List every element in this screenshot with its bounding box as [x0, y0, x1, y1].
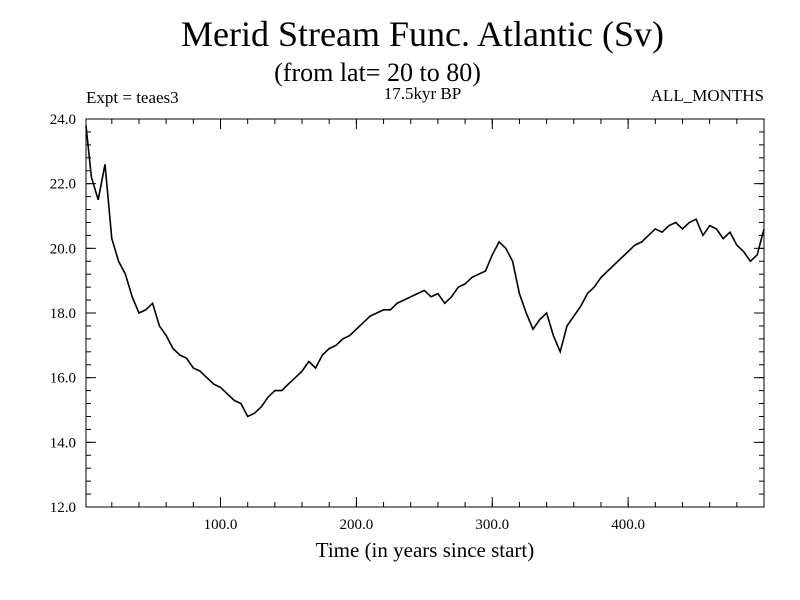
experiment-label: Expt = teaes3 — [86, 88, 179, 107]
data-series — [85, 125, 765, 418]
y-tick-label: 22.0 — [50, 177, 76, 193]
y-tick-label: 18.0 — [50, 306, 76, 322]
y-tick-label: 14.0 — [50, 435, 76, 451]
x-tick-label: 200.0 — [340, 517, 374, 533]
y-tick-label: 20.0 — [50, 241, 76, 257]
x-axis-label: Time (in years since start) — [315, 538, 535, 562]
y-tick-label: 12.0 — [50, 500, 76, 516]
months-label: ALL_MONTHS — [650, 86, 764, 105]
y-tick-label: 24.0 — [50, 112, 76, 128]
axis-tick-labels: 12.0 14.0 16.0 18.0 20.0 22.0 24.0 100.0 200.0 30… — [50, 112, 645, 533]
period-label: 17.5kyr BP — [383, 84, 462, 103]
chart-title: Merid Stream Func. Atlantic (Sv) — [181, 14, 664, 54]
plot-frame — [85, 118, 765, 508]
series-line — [85, 125, 765, 418]
axis-ticks — [86, 118, 764, 508]
x-tick-label: 400.0 — [611, 517, 645, 533]
y-tick-label: 16.0 — [50, 371, 76, 387]
x-tick-label: 300.0 — [475, 517, 509, 533]
chart-subtitle: (from lat= 20 to 80) — [274, 58, 481, 87]
x-tick-label: 100.0 — [204, 517, 238, 533]
